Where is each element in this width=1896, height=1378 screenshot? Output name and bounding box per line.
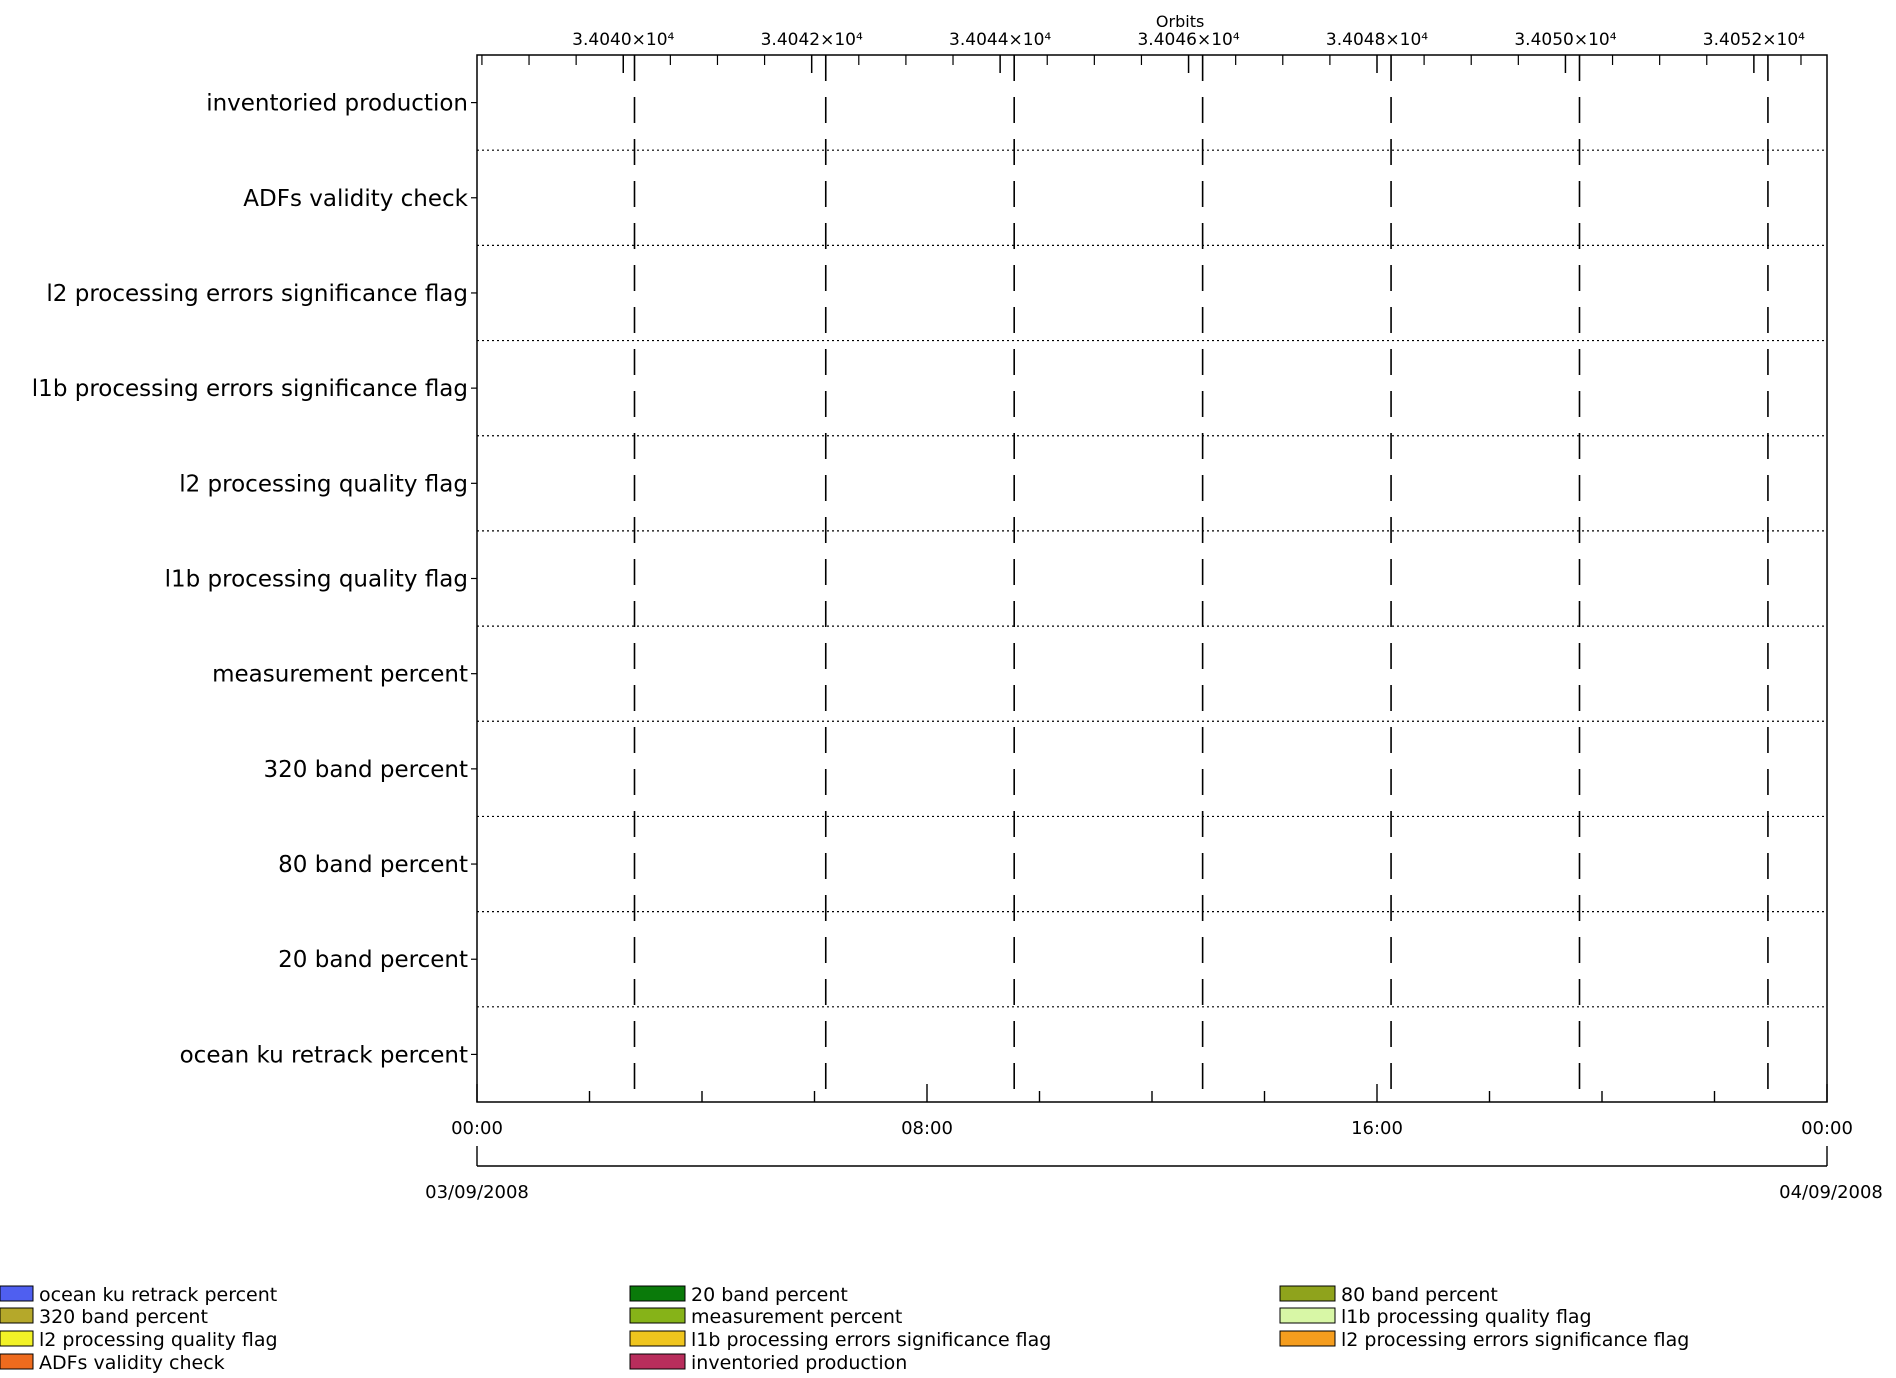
- row-label: l2 processing errors significance flag: [46, 281, 468, 307]
- legend-swatch: [629, 1285, 686, 1302]
- legend-swatch: [629, 1307, 686, 1324]
- top-tick-label: 3.4048×10⁴: [1326, 30, 1428, 50]
- legend-swatch: [1279, 1330, 1336, 1347]
- legend-label: l1b processing errors significance flag: [691, 1329, 1051, 1351]
- legend-item: 20 band percent: [629, 1284, 848, 1306]
- top-tick-label: 3.4050×10⁴: [1514, 30, 1616, 50]
- legend-item: ADFs validity check: [0, 1352, 225, 1374]
- row-label: 80 band percent: [278, 852, 468, 878]
- legend-label: 320 band percent: [39, 1306, 208, 1328]
- top-tick-label: 3.4046×10⁴: [1137, 30, 1239, 50]
- labels-layer: inventoried production ADFs validity chec…: [32, 12, 1883, 1203]
- legend-item: l2 processing quality flag: [0, 1329, 278, 1351]
- legend-label: l2 processing quality flag: [39, 1329, 278, 1351]
- legend-swatch: [629, 1353, 686, 1370]
- row-label: 20 band percent: [278, 947, 468, 973]
- legend-label: l1b processing quality flag: [1341, 1306, 1592, 1328]
- top-tick-label: 3.4040×10⁴: [572, 30, 674, 50]
- row-label: inventoried production: [206, 91, 468, 117]
- top-tick-label: 3.4052×10⁴: [1703, 30, 1805, 50]
- legend-swatch: [0, 1353, 34, 1370]
- legend-label: 80 band percent: [1341, 1284, 1498, 1306]
- legend-label: measurement percent: [691, 1306, 902, 1328]
- legend-label: l2 processing errors significance flag: [1341, 1329, 1689, 1351]
- legend-label: inventoried production: [691, 1352, 907, 1374]
- legend-swatch: [1279, 1307, 1336, 1324]
- legend-item: l2 processing errors significance flag: [1279, 1329, 1689, 1351]
- end-date-label: 04/09/2008: [1779, 1182, 1883, 1203]
- legend-item: inventoried production: [629, 1352, 907, 1374]
- top-tick-label: 3.4044×10⁴: [949, 30, 1051, 50]
- row-label: ocean ku retrack percent: [180, 1042, 468, 1068]
- legend-item: ocean ku retrack percent: [0, 1284, 277, 1306]
- row-label: l1b processing errors significance flag: [32, 376, 468, 402]
- legend-label: 20 band percent: [691, 1284, 848, 1306]
- row-label: l1b processing quality flag: [165, 567, 468, 593]
- legend-item: 80 band percent: [1279, 1284, 1498, 1306]
- legend-swatch: [0, 1330, 34, 1347]
- legend-item: 320 band percent: [0, 1306, 208, 1328]
- legend-swatch: [0, 1285, 34, 1302]
- legend-swatch: [629, 1330, 686, 1347]
- time-tick-label: 16:00: [1351, 1118, 1403, 1139]
- legend-swatch: [1279, 1285, 1336, 1302]
- top-tick-label: 3.4042×10⁴: [761, 30, 863, 50]
- time-tick-label: 00:00: [1801, 1118, 1853, 1139]
- legend-label: ADFs validity check: [39, 1352, 225, 1374]
- grid-layer: [477, 55, 1827, 1102]
- legend-item: measurement percent: [629, 1306, 902, 1328]
- legend-item: l1b processing quality flag: [1279, 1306, 1592, 1328]
- row-label: measurement percent: [212, 662, 468, 688]
- start-date-label: 03/09/2008: [425, 1182, 529, 1203]
- legend-label: ocean ku retrack percent: [39, 1284, 277, 1306]
- ticks-layer: [471, 55, 1828, 1167]
- legend-item: l1b processing errors significance flag: [629, 1329, 1051, 1351]
- time-tick-label: 00:00: [451, 1118, 503, 1139]
- row-label: 320 band percent: [264, 757, 468, 783]
- top-axis-title: Orbits: [1156, 12, 1204, 31]
- plot-frame: [476, 54, 1828, 1103]
- legend-swatch: [0, 1307, 34, 1324]
- time-tick-label: 08:00: [901, 1118, 953, 1139]
- row-label: ADFs validity check: [243, 186, 468, 212]
- row-label: l2 processing quality flag: [179, 471, 468, 497]
